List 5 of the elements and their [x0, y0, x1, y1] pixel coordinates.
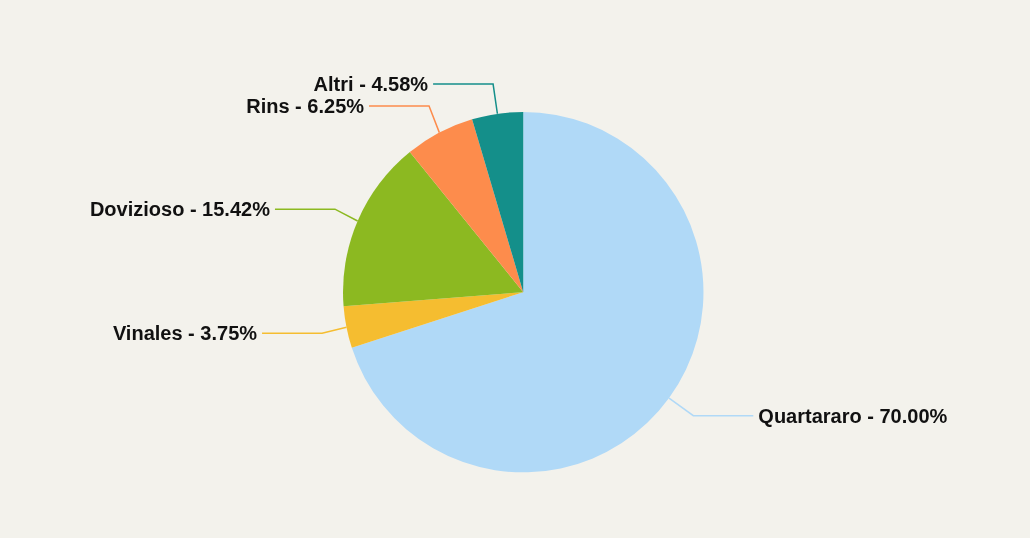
- slice-label: Rins - 6.25%: [246, 95, 365, 118]
- slice-label: Dovizioso - 15.42%: [89, 198, 271, 221]
- slice-label: Altri - 4.58%: [313, 73, 429, 96]
- slice-label: Vinales - 3.75%: [112, 322, 258, 345]
- slice-label: Quartararo - 70.00%: [758, 404, 948, 427]
